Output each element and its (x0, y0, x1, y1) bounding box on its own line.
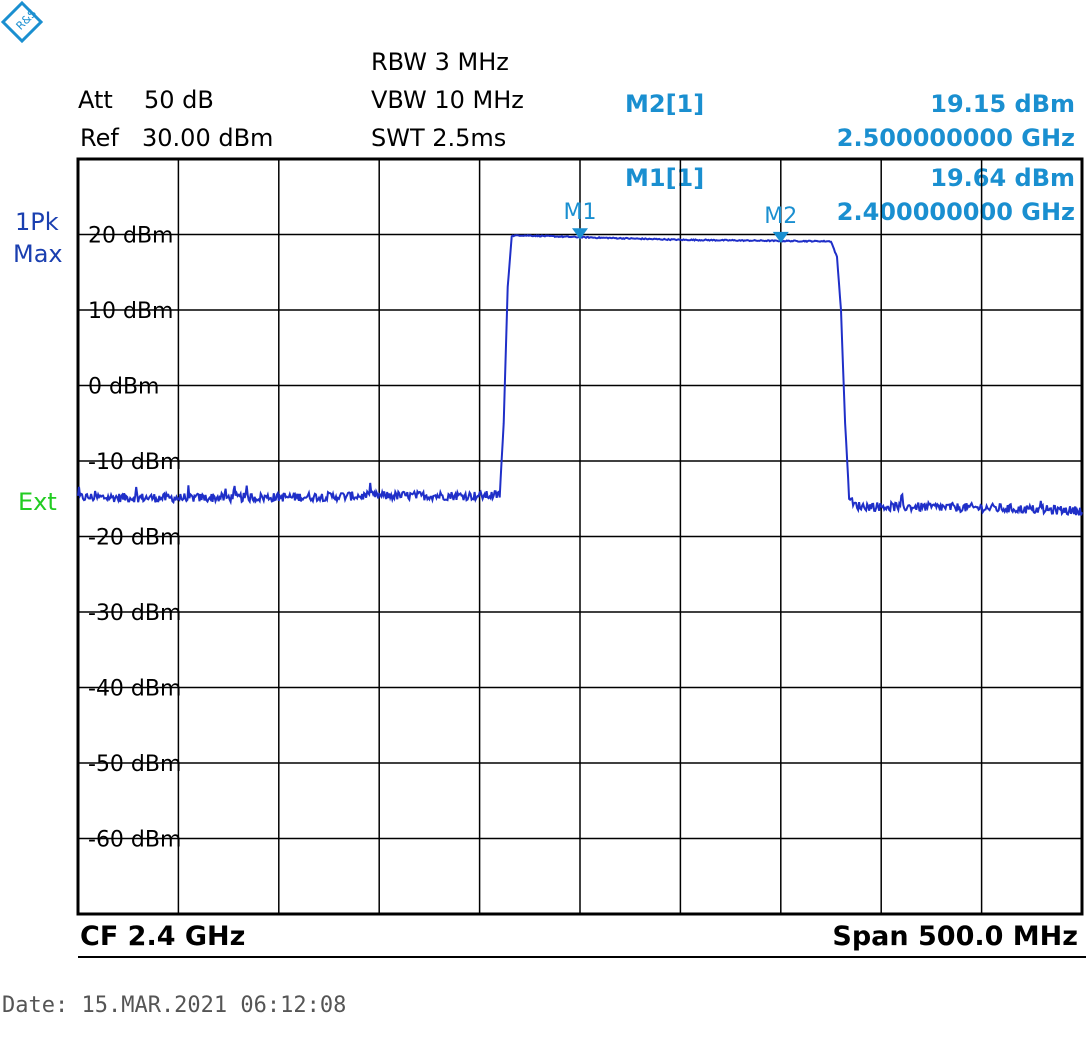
vbw-setting: VBW 10 MHz (371, 86, 524, 114)
y-tick-label: -40 dBm (88, 677, 181, 702)
marker-label: M1 (564, 200, 597, 225)
marker-triangle (572, 228, 588, 240)
span-value: Span 500.0 MHz (832, 921, 1078, 952)
m1-readout-level: 19.64 dBm (930, 164, 1075, 192)
m2-readout-label: M2[1] (625, 90, 705, 118)
ref-value: 30.00 dBm (142, 124, 274, 152)
footer-rule (78, 956, 1086, 958)
center-frequency: CF 2.4 GHz (80, 921, 246, 952)
att-value: 50 dB (144, 86, 214, 114)
y-tick-label: -60 dBm (88, 828, 181, 853)
ref-label: Ref (80, 124, 119, 152)
y-tick-label: 20 dBm (88, 224, 173, 249)
m1-readout-label: M1[1] (625, 164, 705, 192)
grid (78, 159, 1082, 914)
rbw-setting: RBW 3 MHz (371, 48, 509, 76)
m2-readout-freq: 2.500000000 GHz (836, 124, 1075, 152)
m2-readout-level: 19.15 dBm (930, 90, 1075, 118)
trigger-ext-label: Ext (18, 488, 57, 516)
y-tick-label: 10 dBm (88, 299, 173, 324)
m1-readout-freq: 2.400000000 GHz (836, 198, 1075, 226)
date-stamp: Date: 15.MAR.2021 06:12:08 (2, 993, 347, 1018)
y-tick-labels: 20 dBm 10 dBm 0 dBm -10 dBm -20 dBm -30 dBm -4… (88, 224, 181, 853)
rs-logo: R&S (0, 0, 44, 44)
marker-symbols: M1 M2 (564, 200, 797, 243)
detector-label-1pk: 1Pk (15, 208, 59, 236)
marker-label: M2 (764, 204, 797, 229)
y-tick-label: -20 dBm (88, 526, 181, 551)
marker-triangle (772, 231, 789, 243)
y-tick-label: 0 dBm (88, 375, 159, 400)
y-tick-label: -10 dBm (88, 450, 181, 475)
swt-setting: SWT 2.5ms (371, 124, 507, 152)
att-label: Att (78, 86, 113, 114)
y-tick-label: -50 dBm (88, 752, 181, 777)
y-tick-label: -30 dBm (88, 601, 181, 626)
detector-label-max: Max (13, 240, 63, 268)
